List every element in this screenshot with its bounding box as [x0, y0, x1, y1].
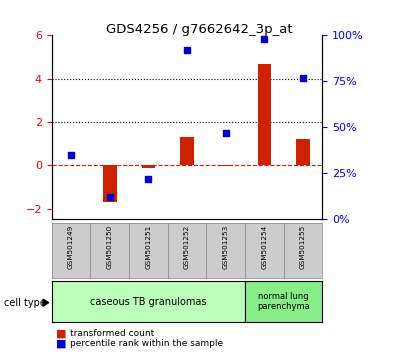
Text: caseous TB granulomas: caseous TB granulomas — [90, 297, 207, 307]
Bar — [180, 137, 194, 165]
Point — [68, 152, 74, 158]
Text: GSM501255: GSM501255 — [300, 225, 306, 269]
Text: normal lung
parenchyma: normal lung parenchyma — [258, 292, 310, 312]
Text: GDS4256 / g7662642_3p_at: GDS4256 / g7662642_3p_at — [106, 23, 292, 36]
Bar — [219, 165, 232, 166]
Point — [184, 47, 190, 53]
Bar — [142, 165, 155, 167]
Text: percentile rank within the sample: percentile rank within the sample — [70, 339, 223, 348]
Text: GSM501250: GSM501250 — [107, 225, 113, 269]
Text: transformed count: transformed count — [70, 329, 154, 338]
Bar — [103, 165, 117, 202]
Text: GSM501254: GSM501254 — [261, 225, 267, 269]
Text: GSM501253: GSM501253 — [223, 225, 229, 269]
Point — [107, 195, 113, 200]
Bar — [296, 139, 310, 165]
Text: cell type: cell type — [4, 298, 46, 308]
Text: ■: ■ — [56, 338, 66, 348]
Point — [222, 130, 229, 136]
Bar — [258, 64, 271, 165]
Point — [261, 36, 267, 42]
Point — [145, 176, 152, 182]
Point — [300, 75, 306, 81]
Text: GSM501251: GSM501251 — [145, 225, 151, 269]
Text: GSM501249: GSM501249 — [68, 225, 74, 269]
Text: GSM501252: GSM501252 — [184, 225, 190, 269]
Text: ■: ■ — [56, 329, 66, 338]
